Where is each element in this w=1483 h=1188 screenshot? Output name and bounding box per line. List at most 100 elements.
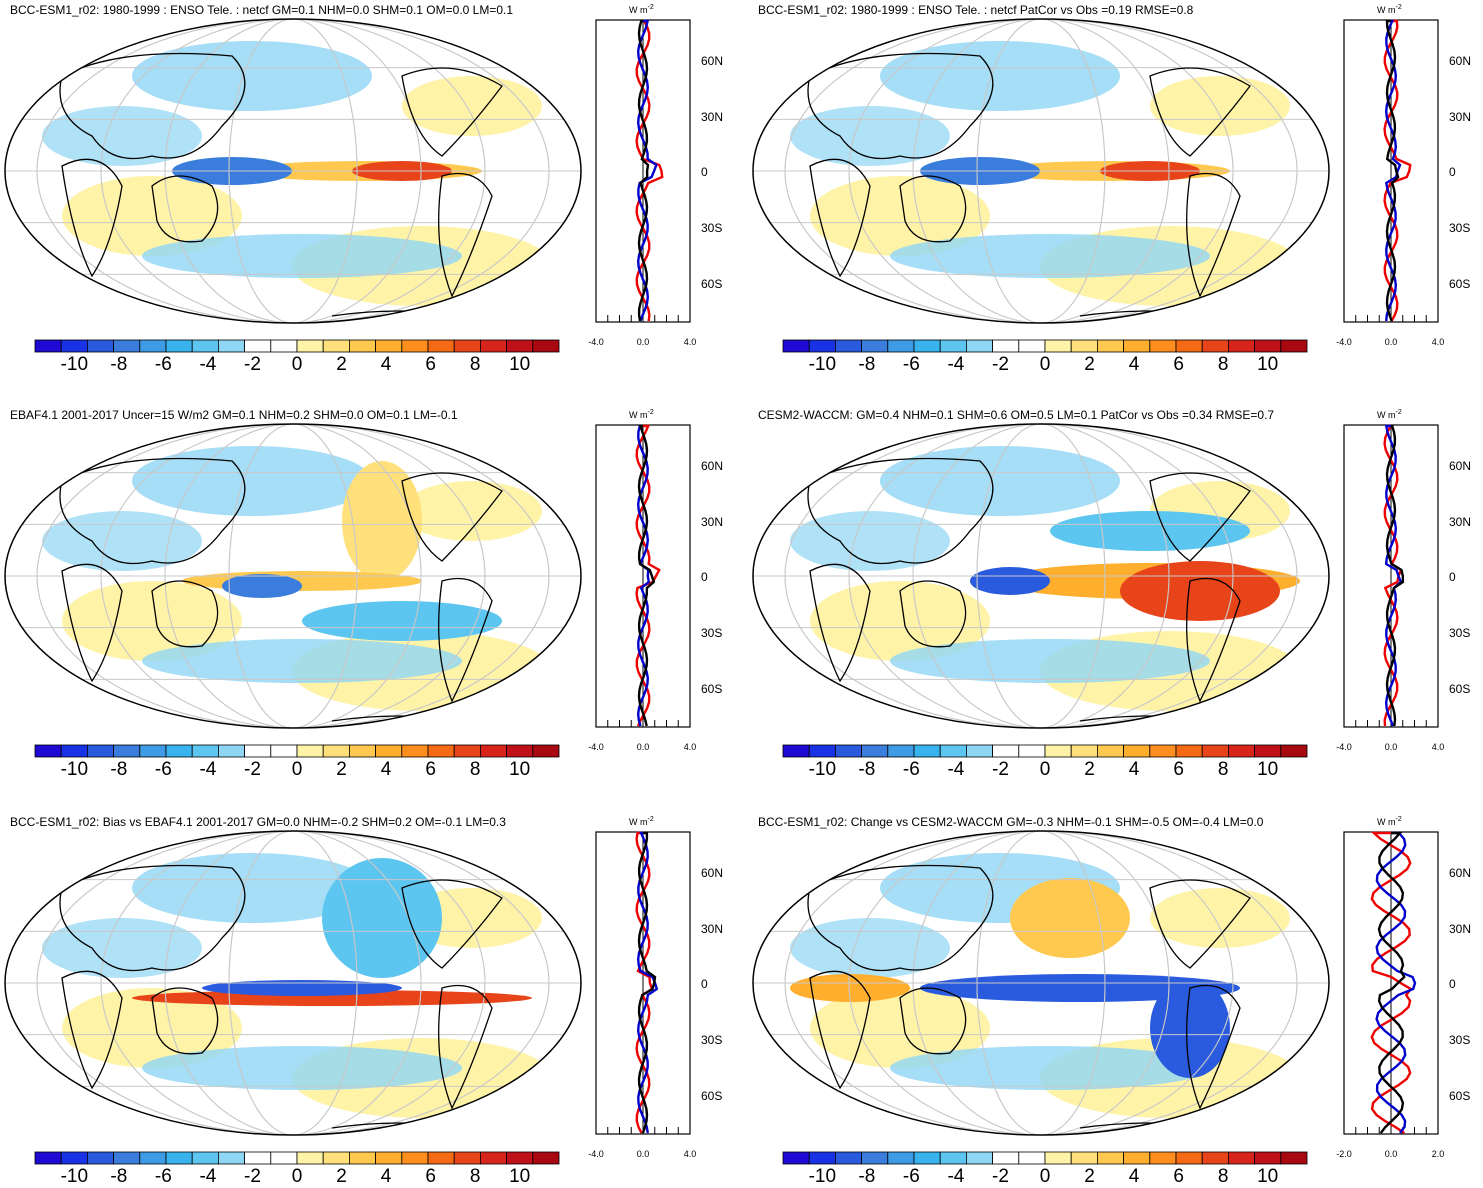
colorbar-swatch	[296, 1151, 324, 1165]
colorbar-label: -8	[858, 1166, 876, 1187]
colorbar-swatch	[532, 339, 560, 353]
colorbar-swatch	[217, 744, 245, 758]
latitude-label: 30N	[1449, 110, 1472, 124]
colorbar-label: -4	[199, 1166, 217, 1187]
colorbar-label: 8	[469, 1166, 481, 1187]
latitude-label: 0	[1449, 165, 1456, 179]
colorbar-swatch	[1227, 339, 1255, 353]
colorbar-swatch	[861, 339, 889, 353]
profile-xtick: 0.0	[1384, 1149, 1398, 1159]
colorbar	[34, 1151, 560, 1165]
colorbar-swatch	[1096, 1151, 1124, 1165]
world-map	[4, 830, 582, 1136]
colorbar-swatch	[1044, 744, 1072, 758]
colorbar-swatch	[427, 339, 455, 353]
colorbar-label: -6	[154, 354, 172, 375]
panel-title: BCC-ESM1_r02: 1980-1999 : ENSO Tele. : n…	[10, 3, 514, 17]
colorbar-label: -8	[858, 759, 876, 780]
units-exponent: -2	[647, 4, 654, 11]
world-map	[752, 18, 1330, 324]
colorbar-label: -2	[992, 354, 1009, 375]
colorbar-swatch	[506, 339, 534, 353]
colorbar-label: 2	[336, 759, 347, 780]
colorbar-label: 6	[1173, 759, 1184, 780]
units-exponent: -2	[1395, 409, 1402, 416]
colorbar-label: 6	[1173, 354, 1184, 375]
colorbar	[782, 1151, 1308, 1165]
colorbar-label: -2	[992, 759, 1009, 780]
colorbar-swatch	[453, 339, 481, 353]
profile-xtick: 4.0	[683, 337, 697, 347]
profile-xtick: -4.0	[588, 742, 604, 752]
colorbar-swatch	[1280, 744, 1308, 758]
latitude-label: 60N	[1449, 459, 1472, 473]
colorbar-swatch	[375, 339, 403, 353]
colorbar-swatch	[139, 1151, 167, 1165]
colorbar-label: -4	[947, 759, 965, 780]
zonal-mean-profile	[1343, 19, 1439, 323]
colorbar-label: 2	[336, 1166, 347, 1187]
latitude-label: 60S	[701, 277, 723, 291]
colorbar-label: 2	[336, 354, 347, 375]
profile-xtick: -4.0	[1336, 742, 1352, 752]
colorbar-swatch	[270, 744, 298, 758]
colorbar-swatch	[348, 1151, 376, 1165]
profile-xtick: -4.0	[588, 1149, 604, 1159]
colorbar-label: -8	[110, 759, 128, 780]
profile-xtick: 4.0	[1431, 742, 1445, 752]
units-text: W m	[1377, 410, 1396, 420]
colorbar-swatch	[1201, 1151, 1229, 1165]
colorbar-label: 10	[509, 354, 531, 375]
colorbar-swatch	[939, 1151, 967, 1165]
latitude-label: 0	[701, 570, 708, 584]
colorbar-label: -2	[992, 1166, 1009, 1187]
colorbar-swatch	[1227, 744, 1255, 758]
colorbar-label: 4	[380, 354, 392, 375]
panel-title: BCC-ESM1_r02: 1980-1999 : ENSO Tele. : n…	[758, 3, 1194, 17]
colorbar-swatch	[375, 1151, 403, 1165]
colorbar-swatch	[808, 1151, 836, 1165]
colorbar-swatch	[913, 1151, 941, 1165]
units-text: W m	[629, 410, 648, 420]
profile-xtick: 4.0	[683, 742, 697, 752]
zonal-mean-profile	[1343, 424, 1439, 728]
colorbar-swatch	[401, 744, 429, 758]
colorbar-label: -6	[154, 759, 172, 780]
colorbar-label: -8	[110, 1166, 128, 1187]
colorbar-label: -10	[60, 1166, 89, 1187]
colorbar-swatch	[296, 339, 324, 353]
colorbar-label: 4	[380, 759, 392, 780]
colorbar-label: 10	[1257, 354, 1279, 375]
colorbar-label: 10	[1257, 759, 1279, 780]
colorbar-label: 2	[1084, 1166, 1095, 1187]
colorbar-swatch	[217, 1151, 245, 1165]
colorbar-swatch	[861, 1151, 889, 1165]
colorbar-label: -8	[110, 354, 128, 375]
profile-units: W m-2	[629, 4, 654, 15]
colorbar-swatch	[479, 744, 507, 758]
colorbar-swatch	[87, 1151, 115, 1165]
colorbar-swatch	[1175, 1151, 1203, 1165]
colorbar-swatch	[1175, 744, 1203, 758]
colorbar	[782, 744, 1308, 758]
latitude-label: 60S	[1449, 682, 1471, 696]
colorbar-label: 10	[1257, 1166, 1279, 1187]
colorbar-label: 6	[425, 1166, 436, 1187]
colorbar-swatch	[1175, 339, 1203, 353]
colorbar-swatch	[34, 339, 62, 353]
colorbar-swatch	[939, 339, 967, 353]
colorbar-label: -4	[199, 354, 217, 375]
latitude-label: 60N	[701, 866, 724, 880]
units-text: W m	[1377, 817, 1396, 827]
colorbar-label: -10	[808, 1166, 837, 1187]
colorbar-swatch	[34, 744, 62, 758]
colorbar-swatch	[1149, 1151, 1177, 1165]
colorbar-swatch	[992, 339, 1020, 353]
colorbar-swatch	[270, 339, 298, 353]
units-text: W m	[629, 5, 648, 15]
colorbar-label: 0	[1039, 759, 1051, 780]
colorbar-swatch	[165, 744, 193, 758]
colorbar-label: 4	[1128, 759, 1140, 780]
latitude-label: 60S	[701, 682, 723, 696]
colorbar-label: -6	[902, 759, 920, 780]
